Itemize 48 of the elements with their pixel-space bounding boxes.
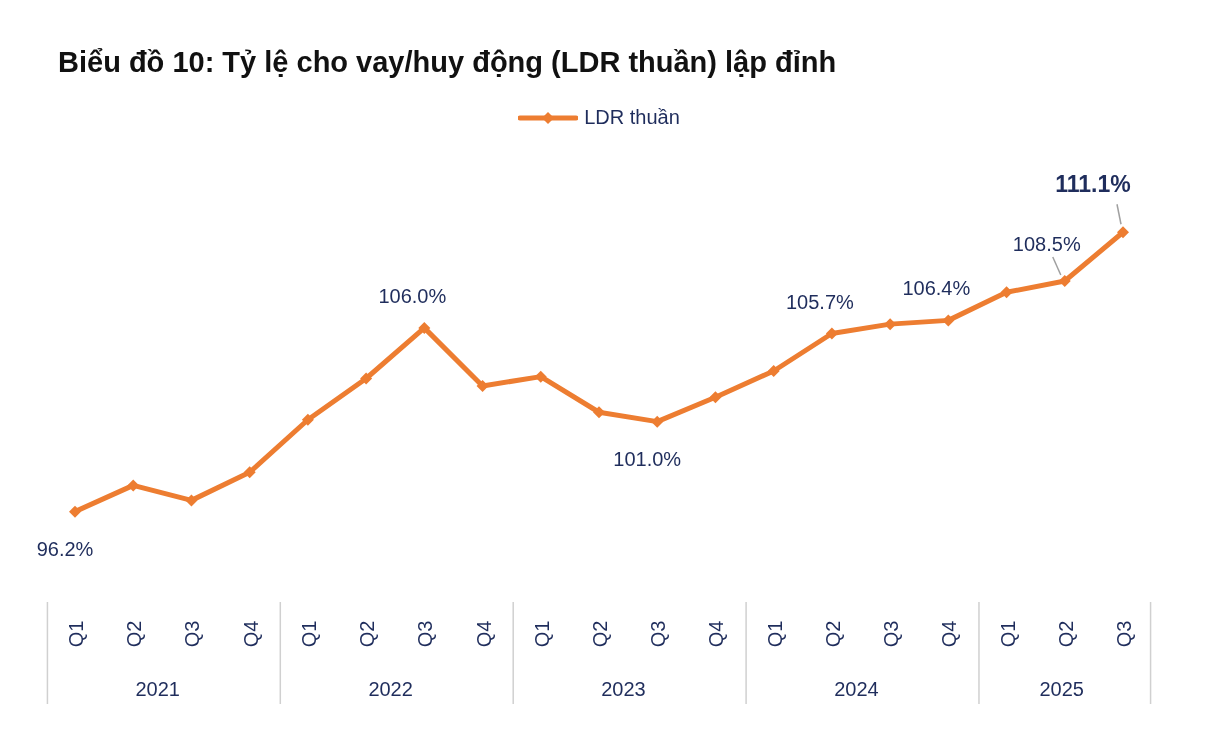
x-tick-label: Q1 (996, 620, 1019, 648)
point (69, 505, 81, 518)
text: 2021 (135, 678, 180, 700)
point (418, 321, 431, 334)
data-label: 106.4% (902, 277, 971, 300)
point (360, 372, 373, 385)
point (651, 415, 664, 428)
x-tick-label: Q3 (414, 620, 437, 648)
data-label: 106.0% (378, 284, 447, 307)
text: 2025 (1039, 678, 1084, 700)
data-label: 111.1% (1055, 171, 1131, 198)
data-label: 101.0% (613, 447, 682, 470)
x-tick-label: Q4 (239, 620, 262, 648)
x-tick-label: Q1 (297, 620, 320, 648)
data-label: 96.2% (36, 537, 94, 560)
point (593, 406, 605, 419)
x-tick-label: Q1 (65, 620, 87, 648)
point (1000, 286, 1013, 299)
x-tick-label: Q1 (530, 620, 553, 648)
chart-title: Biểu đồ 10: Tỷ lệ cho vay/huy động (LDR thuần) lập đỉnh (57, 45, 838, 80)
x-tick-label: Q4 (938, 620, 961, 648)
x-tick-label: Q2 (589, 620, 611, 648)
x-tick-label: Q3 (647, 620, 670, 648)
point (301, 413, 314, 426)
text: 2023 (601, 678, 646, 700)
x-tick-label: Q1 (763, 620, 786, 648)
point (709, 391, 722, 404)
point (476, 380, 489, 392)
point (767, 365, 780, 377)
point (127, 479, 140, 492)
x-tick-label: Q2 (821, 620, 844, 648)
x-tick-label: Q3 (880, 620, 903, 648)
x-tick-label: Q2 (123, 620, 146, 648)
point (243, 466, 256, 479)
text: 2022 (368, 678, 413, 700)
x-tick-label: Q2 (1054, 620, 1077, 648)
x-tick-label: Q4 (705, 620, 728, 648)
x-tick-label: Q3 (1113, 620, 1135, 648)
data-label: 105.7% (785, 290, 855, 313)
data-label: 108.5% (1012, 233, 1081, 255)
legend-label: LDR thuần (584, 106, 680, 129)
text: 2024 (834, 678, 879, 700)
x-tick-label: Q2 (356, 620, 379, 648)
point (825, 327, 838, 340)
x-tick-label: Q3 (181, 620, 204, 648)
point (1117, 226, 1129, 239)
point (185, 494, 198, 507)
x-tick-label: Q4 (472, 620, 495, 648)
